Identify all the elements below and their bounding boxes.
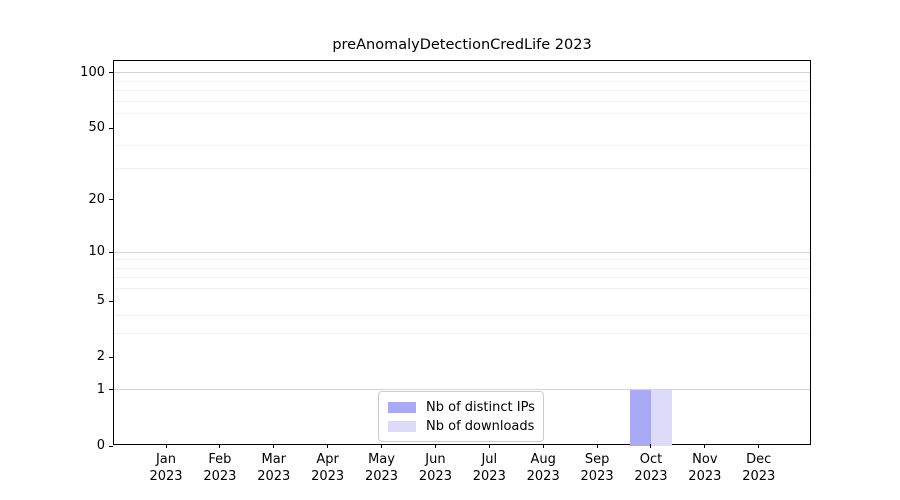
bar-layer bbox=[114, 61, 810, 446]
y-tick-label: 0 bbox=[96, 438, 105, 453]
plot-area: 0 1 2 5 10 20 50 100 Jan 2023 Feb 2023 Mar 2023 Apr 202… bbox=[80, 60, 811, 484]
legend: Nb of distinct IPs Nb of downloads bbox=[378, 391, 544, 442]
gridline-minor bbox=[114, 288, 810, 290]
bar-nb-of-distinct-ips bbox=[629, 389, 651, 446]
legend-label-distinct-ips: Nb of distinct IPs bbox=[426, 400, 535, 415]
gridline-major bbox=[114, 72, 810, 74]
x-tick-label: Sep 2023 bbox=[580, 452, 614, 484]
x-tick bbox=[758, 444, 760, 448]
y-tick-label: 20 bbox=[88, 191, 105, 207]
y-tick-label: 50 bbox=[88, 120, 105, 136]
gridline-minor bbox=[114, 145, 810, 147]
x-tick-label: Mar 2023 bbox=[257, 452, 291, 484]
gridline-minor bbox=[114, 333, 810, 335]
x-tick-label: Jan 2023 bbox=[149, 452, 183, 484]
gridline-minor bbox=[114, 167, 810, 169]
y-tick-label: 100 bbox=[80, 64, 105, 80]
y-tick bbox=[109, 199, 113, 201]
x-tick bbox=[542, 444, 544, 448]
x-tick-label: Nov 2023 bbox=[688, 452, 722, 484]
y-tick-label: 5 bbox=[96, 293, 105, 309]
x-tick bbox=[650, 444, 652, 448]
x-tick bbox=[165, 444, 167, 448]
x-tick bbox=[488, 444, 490, 448]
x-tick bbox=[381, 444, 383, 448]
gridline-minor bbox=[114, 90, 810, 92]
legend-swatch-downloads bbox=[388, 421, 416, 432]
y-tick bbox=[109, 445, 113, 447]
gridline-minor bbox=[114, 267, 810, 269]
y-tick-label: 10 bbox=[88, 244, 105, 260]
x-tick-label: Apr 2023 bbox=[311, 452, 345, 484]
y-tick-label: 2 bbox=[96, 349, 105, 365]
gridline-minor bbox=[114, 100, 810, 102]
grid-layer bbox=[114, 61, 810, 444]
gridline-major bbox=[114, 389, 810, 391]
legend-item-downloads: Nb of downloads bbox=[388, 418, 534, 435]
gridline-minor bbox=[114, 80, 810, 82]
x-tick bbox=[596, 444, 598, 448]
x-tick-label: May 2023 bbox=[364, 452, 399, 484]
legend-item-distinct-ips: Nb of distinct IPs bbox=[388, 399, 535, 416]
y-tick bbox=[109, 127, 113, 129]
axis-layer: 0 1 2 5 10 20 50 100 Jan 2023 Feb 2023 Mar 2023 Apr 202… bbox=[80, 61, 810, 484]
x-tick bbox=[327, 444, 329, 448]
y-tick-label: 1 bbox=[96, 381, 105, 397]
y-tick bbox=[109, 72, 113, 74]
gridline-minor bbox=[114, 315, 810, 317]
bar-nb-of-downloads bbox=[650, 389, 673, 446]
y-tick bbox=[109, 356, 113, 358]
x-tick-label: Jul 2023 bbox=[472, 452, 506, 484]
gridline-minor bbox=[114, 277, 810, 279]
x-tick bbox=[434, 444, 436, 448]
chart-title: preAnomalyDetectionCredLife 2023 bbox=[332, 37, 592, 53]
gridline-minor bbox=[114, 113, 810, 115]
x-tick-label: Aug 2023 bbox=[526, 452, 560, 484]
y-tick bbox=[109, 251, 113, 253]
y-tick bbox=[109, 389, 113, 391]
x-tick-label: Jun 2023 bbox=[418, 452, 452, 484]
x-tick-label: Dec 2023 bbox=[742, 452, 776, 484]
legend-swatch-distinct-ips bbox=[388, 402, 416, 413]
gridline-minor bbox=[114, 259, 810, 261]
x-tick-label: Oct 2023 bbox=[634, 452, 668, 484]
x-tick bbox=[704, 444, 706, 448]
legend-label-downloads: Nb of downloads bbox=[426, 419, 535, 434]
x-tick bbox=[219, 444, 221, 448]
x-tick bbox=[273, 444, 275, 448]
gridline-major bbox=[114, 251, 810, 253]
x-tick-label: Feb 2023 bbox=[203, 452, 237, 484]
y-tick bbox=[109, 300, 113, 302]
